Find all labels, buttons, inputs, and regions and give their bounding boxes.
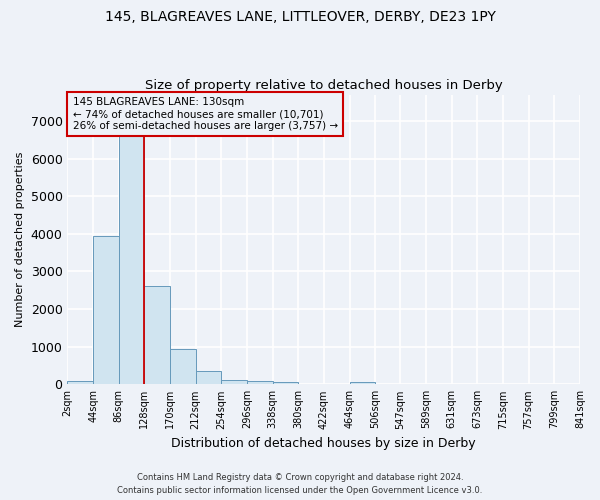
Bar [272,382,298,384]
Bar [93,236,119,384]
Bar [196,371,221,384]
Bar [170,348,196,384]
Title: Size of property relative to detached houses in Derby: Size of property relative to detached ho… [145,79,503,92]
Bar [221,380,247,384]
X-axis label: Distribution of detached houses by size in Derby: Distribution of detached houses by size … [172,437,476,450]
Bar [119,136,145,384]
Text: 145, BLAGREAVES LANE, LITTLEOVER, DERBY, DE23 1PY: 145, BLAGREAVES LANE, LITTLEOVER, DERBY,… [104,10,496,24]
Text: 145 BLAGREAVES LANE: 130sqm
← 74% of detached houses are smaller (10,701)
26% of: 145 BLAGREAVES LANE: 130sqm ← 74% of det… [73,98,338,130]
Bar [247,380,272,384]
Y-axis label: Number of detached properties: Number of detached properties [15,152,25,327]
Bar [145,286,170,384]
Bar [67,382,93,384]
Bar [350,382,376,384]
Text: Contains HM Land Registry data © Crown copyright and database right 2024.
Contai: Contains HM Land Registry data © Crown c… [118,474,482,495]
